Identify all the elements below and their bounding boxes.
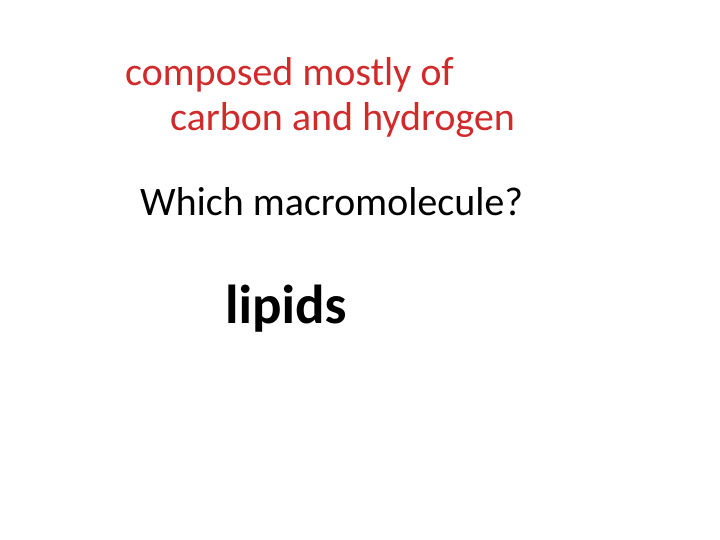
answer-text: lipids — [225, 275, 347, 336]
clue-text-line-2: carbon and hydrogen — [170, 95, 515, 139]
clue-text-line-1: composed mostly of — [125, 50, 454, 94]
slide: composed mostly of carbon and hydrogen W… — [0, 0, 720, 540]
question-text: Which macromolecule? — [140, 180, 523, 224]
